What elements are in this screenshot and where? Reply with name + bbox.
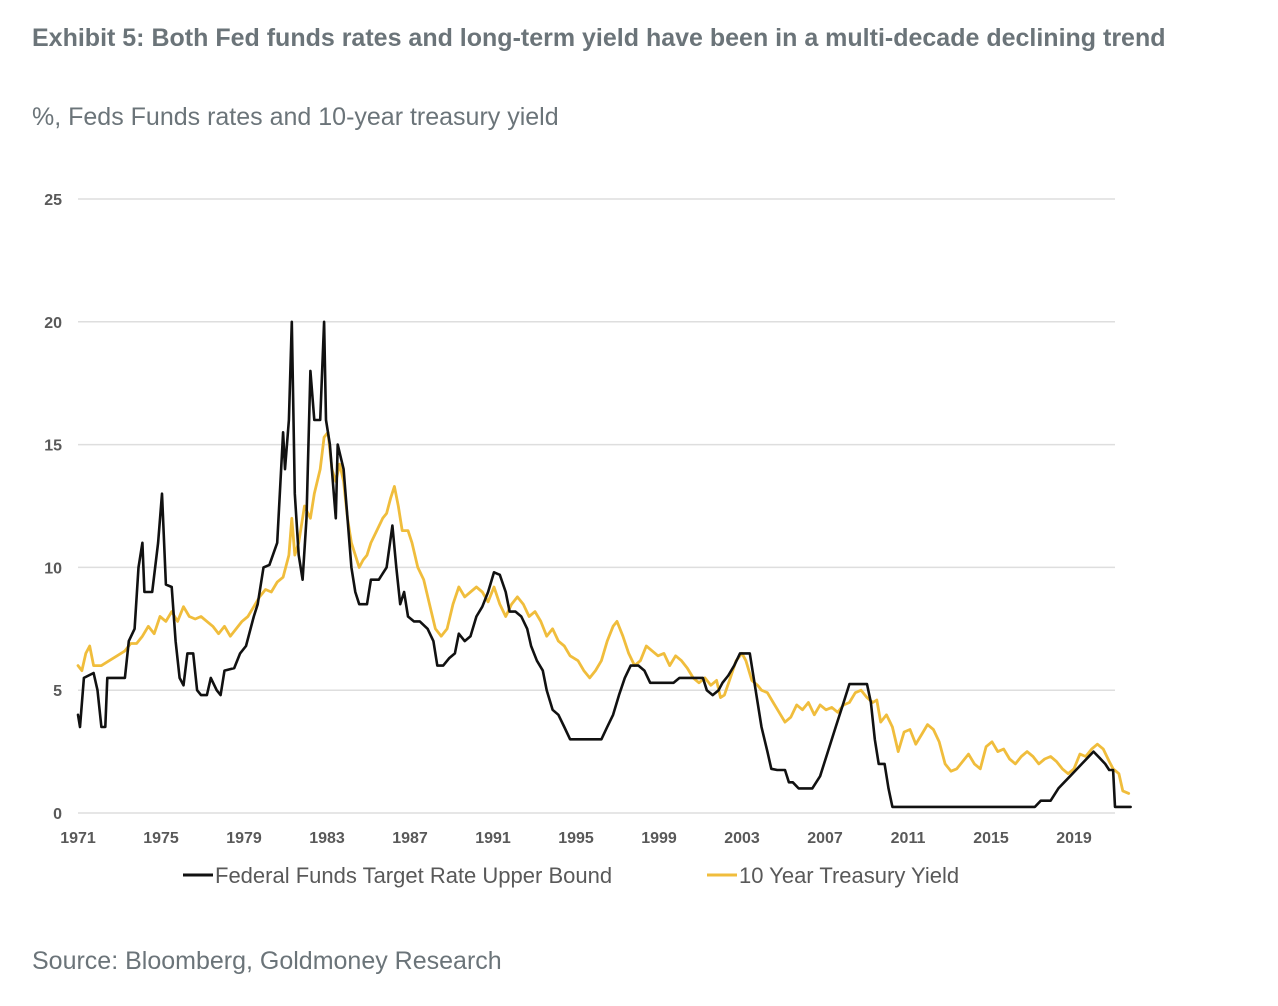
legend-item-fed-funds-label: Federal Funds Target Rate Upper Bound [215,863,612,888]
grid-lines [78,198,1115,814]
x-tick-label: 1995 [558,830,594,847]
y-axis-ticks: 0 5 10 15 20 25 [44,192,62,823]
source-note: Source: Bloomberg, Goldmoney Research [32,947,502,975]
y-tick-label: 5 [53,683,62,700]
x-tick-label: 1999 [641,830,677,847]
treasury-yield-line [76,430,1131,795]
chart-subtitle: %, Feds Funds rates and 10-year treasury… [32,103,559,131]
series-lines [76,320,1132,809]
y-tick-label: 15 [44,438,62,455]
x-tick-label: 2007 [807,830,843,847]
x-tick-label: 1991 [475,830,511,847]
x-tick-label: 1975 [143,830,179,847]
legend-item-treasury-label: 10 Year Treasury Yield [739,863,959,888]
legend: Federal Funds Target Rate Upper Bound 10 … [183,863,959,888]
y-tick-label: 25 [44,192,62,209]
x-tick-label: 1987 [392,830,428,847]
y-tick-label: 20 [44,315,62,332]
x-tick-label: 1983 [309,830,345,847]
exhibit-title: Exhibit 5: Both Fed funds rates and long… [32,24,1166,52]
y-tick-label: 0 [53,806,62,823]
fed-funds-rate-line [76,320,1132,809]
x-tick-label: 2019 [1056,830,1092,847]
y-tick-label: 10 [44,560,62,577]
x-tick-label: 2011 [891,830,926,847]
x-axis-ticks: 1971 1975 1979 1983 1987 1991 1995 1999 2003 2007… [60,830,1092,847]
x-tick-label: 2003 [724,830,760,847]
x-tick-label: 1971 [60,830,96,847]
x-tick-label: 1979 [226,830,262,847]
x-tick-label: 2015 [973,830,1009,847]
